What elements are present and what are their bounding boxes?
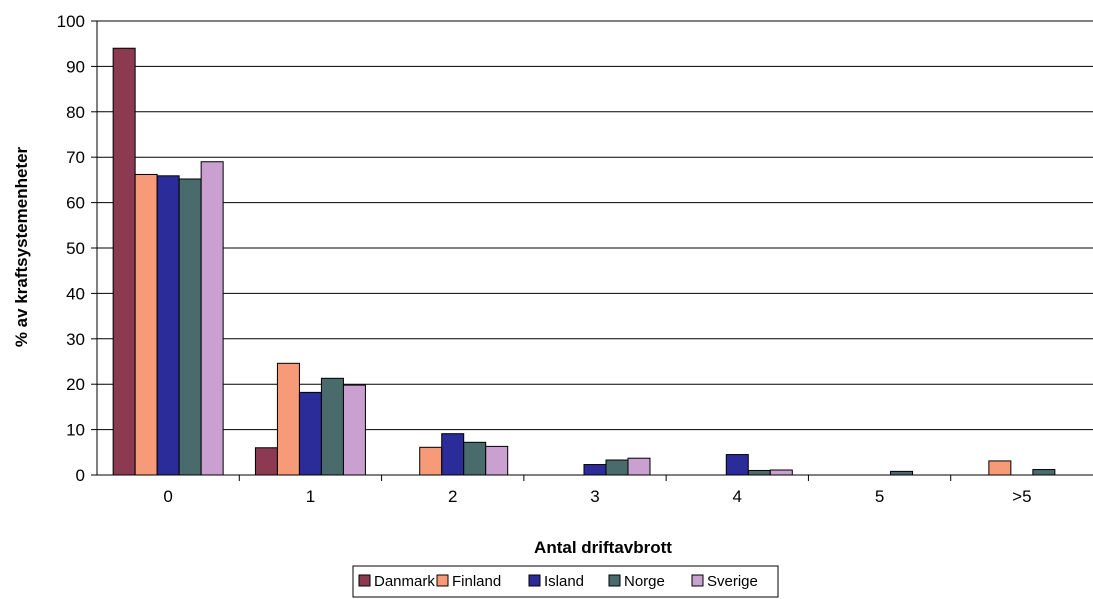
bar-sverige	[200, 161, 224, 476]
bar-norge	[463, 441, 487, 476]
legend-swatch-norge	[608, 574, 621, 587]
y-tick-label: 40	[66, 284, 85, 303]
legend-swatch-danmark	[358, 574, 371, 587]
y-axis-title: % av kraftsystemenheter	[12, 146, 31, 347]
bar-finland	[419, 446, 443, 476]
bar-finland	[276, 362, 300, 476]
bar-sverige	[769, 469, 793, 476]
bar-island	[725, 454, 749, 476]
y-tick-label: 50	[66, 239, 85, 258]
bar-island	[156, 175, 180, 476]
x-tick-labels: 0 1 2 3 4 5 >5	[163, 475, 1032, 506]
bar-sverige	[485, 445, 509, 476]
x-tick-label: 0	[163, 487, 172, 506]
bar-norge	[605, 459, 629, 476]
bar-danmark	[254, 447, 278, 476]
legend-swatch-island	[528, 574, 541, 587]
y-tick-label: 0	[76, 466, 85, 485]
bar-island	[441, 433, 465, 476]
bars	[112, 47, 1056, 476]
legend-box	[352, 565, 779, 598]
legend-label-finland: Finland	[452, 573, 501, 590]
bar-norge	[890, 470, 914, 476]
y-tick-label: 90	[66, 57, 85, 76]
bar-norge	[1032, 469, 1056, 476]
gridlines	[97, 20, 1093, 431]
legend-label-norge: Norge	[624, 573, 665, 590]
y-tick-label: 100	[57, 12, 85, 31]
x-tick-label: 5	[875, 487, 884, 506]
bar-norge	[178, 178, 202, 476]
legend-swatch-sverige	[691, 574, 704, 587]
x-tick-label: 1	[306, 487, 315, 506]
y-tick-label: 10	[66, 421, 85, 440]
x-tick-label: 4	[733, 487, 742, 506]
y-tick-labels: 0 10 20 30 40 50 60 70 80 90 100	[57, 12, 97, 485]
bar-sverige	[342, 384, 366, 476]
x-tick-label: >5	[1012, 487, 1031, 506]
y-tick-label: 80	[66, 103, 85, 122]
legend-swatch-finland	[436, 574, 449, 587]
legend-label-island: Island	[544, 573, 584, 590]
legend: Danmark Finland Island Norge Sverige	[352, 565, 779, 598]
y-tick-label: 20	[66, 375, 85, 394]
bar-norge	[320, 377, 344, 476]
x-tick-label: 3	[590, 487, 599, 506]
bar-island	[298, 391, 322, 476]
y-tick-label: 30	[66, 330, 85, 349]
bar-finland	[988, 460, 1012, 476]
legend-label-sverige: Sverige	[707, 573, 758, 590]
bar-finland	[134, 173, 158, 476]
x-tick-label: 2	[448, 487, 457, 506]
x-axis-title: Antal driftavbrott	[534, 538, 672, 557]
y-tick-label: 70	[66, 148, 85, 167]
bar-danmark	[112, 47, 136, 476]
bar-sverige	[627, 457, 651, 476]
y-tick-label: 60	[66, 194, 85, 213]
legend-label-danmark: Danmark	[374, 573, 435, 590]
bar-norge	[747, 469, 771, 476]
bar-island	[583, 464, 607, 476]
